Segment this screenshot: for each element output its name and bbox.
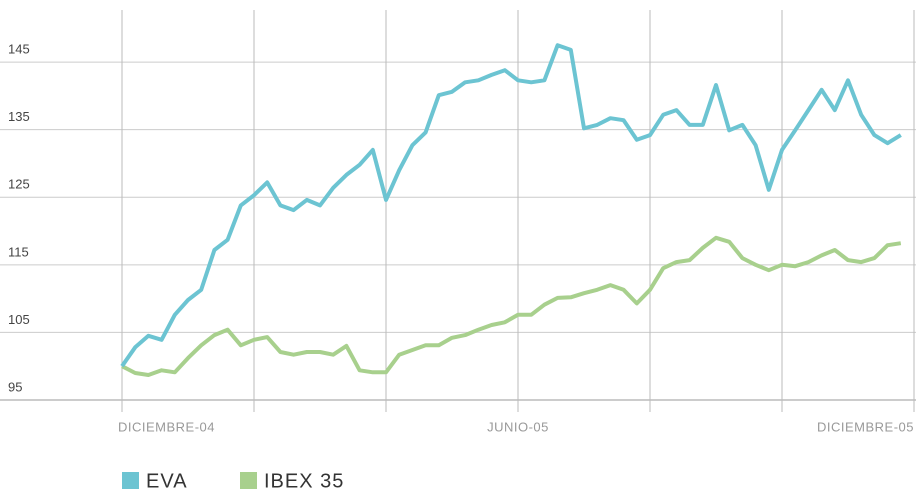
legend-label: IBEX 35 xyxy=(264,470,344,492)
legend-swatch xyxy=(122,472,139,489)
line-series xyxy=(120,43,902,368)
y-tick-label: 125 xyxy=(8,177,30,192)
x-tick-label: DICIEMBRE-04 xyxy=(118,419,215,434)
y-tick-label: 95 xyxy=(8,379,22,394)
y-tick-label: 145 xyxy=(8,42,30,57)
legend-swatch xyxy=(240,472,257,489)
y-tick-label: 115 xyxy=(8,244,29,259)
line-series xyxy=(121,235,902,377)
x-tick-label: JUNIO-05 xyxy=(487,419,549,434)
x-tick-label: DICIEMBRE-05 xyxy=(817,419,914,434)
y-tick-label: 105 xyxy=(8,312,30,327)
legend-label: EVA xyxy=(146,470,188,492)
y-tick-label: 135 xyxy=(8,109,30,124)
